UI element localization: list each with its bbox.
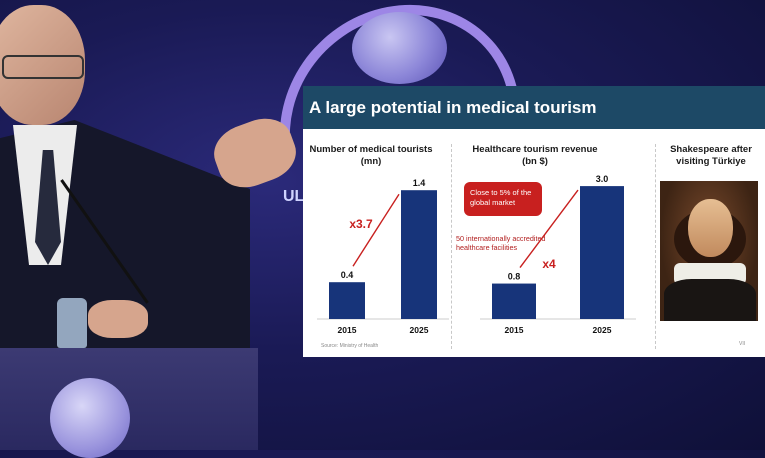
- chart2-growth-annotation: x4: [542, 257, 556, 271]
- slide-title-bar: A large potential in medical tourism: [303, 86, 765, 129]
- charts-svg: 0.4 2015 1.4 2025 x3.7 0.8 2015 3.0 2025 x4: [317, 174, 636, 335]
- chart1-value-label-2015: 0.4: [341, 270, 354, 280]
- chart1-value-label-2025: 1.4: [413, 178, 426, 188]
- chart2-value-label-2025: 3.0: [596, 174, 609, 184]
- slide-title: A large potential in medical tourism: [309, 98, 597, 117]
- speaker-lower-hand: [88, 300, 148, 338]
- portrait-coat: [664, 279, 756, 321]
- backdrop-globe: [352, 12, 447, 84]
- page-number: VII: [739, 341, 746, 347]
- accredited-facilities-note: 50 internationally accredited healthcare…: [456, 234, 546, 252]
- shakespeare-portrait: [660, 181, 758, 321]
- slide: A large potential in medical tourism Num…: [303, 86, 765, 357]
- divider-1: [451, 144, 452, 349]
- market-share-callout: Close to 5% of the global market: [464, 182, 542, 216]
- chart2-category-label-2015: 2015: [505, 325, 524, 335]
- source-note: Source: Ministry of Health: [321, 343, 379, 349]
- portrait-face: [688, 199, 733, 257]
- water-bottle: [57, 298, 87, 348]
- chart1-bar-2025: [401, 190, 437, 319]
- podium: [0, 348, 258, 450]
- chart2-bar-2025: [580, 186, 624, 319]
- divider-2: [655, 144, 656, 349]
- speaker-head: [0, 5, 85, 125]
- backdrop-text: UL: [283, 188, 305, 205]
- chart1-bar-2015: [329, 282, 365, 319]
- chart2-growth-arrow: [519, 189, 579, 268]
- panel3-title: Shakespeare after visiting Türkiye: [670, 144, 752, 167]
- podium-globe-logo: [50, 378, 130, 458]
- chart1-category-label-2015: 2015: [338, 325, 357, 335]
- chart1-growth-arrow: [352, 193, 400, 267]
- chart1-category-label-2025: 2025: [410, 325, 429, 335]
- chart1-title: Number of medical tourists (mn): [309, 144, 433, 167]
- chart2-title: Healthcare tourism revenue (bn $): [472, 144, 598, 167]
- chart2-bar-2015: [492, 283, 536, 319]
- speaker-glasses: [2, 55, 84, 79]
- chart2-value-label-2015: 0.8: [508, 272, 521, 282]
- chart1-growth-annotation: x3.7: [349, 217, 373, 231]
- chart2-category-label-2025: 2025: [593, 325, 612, 335]
